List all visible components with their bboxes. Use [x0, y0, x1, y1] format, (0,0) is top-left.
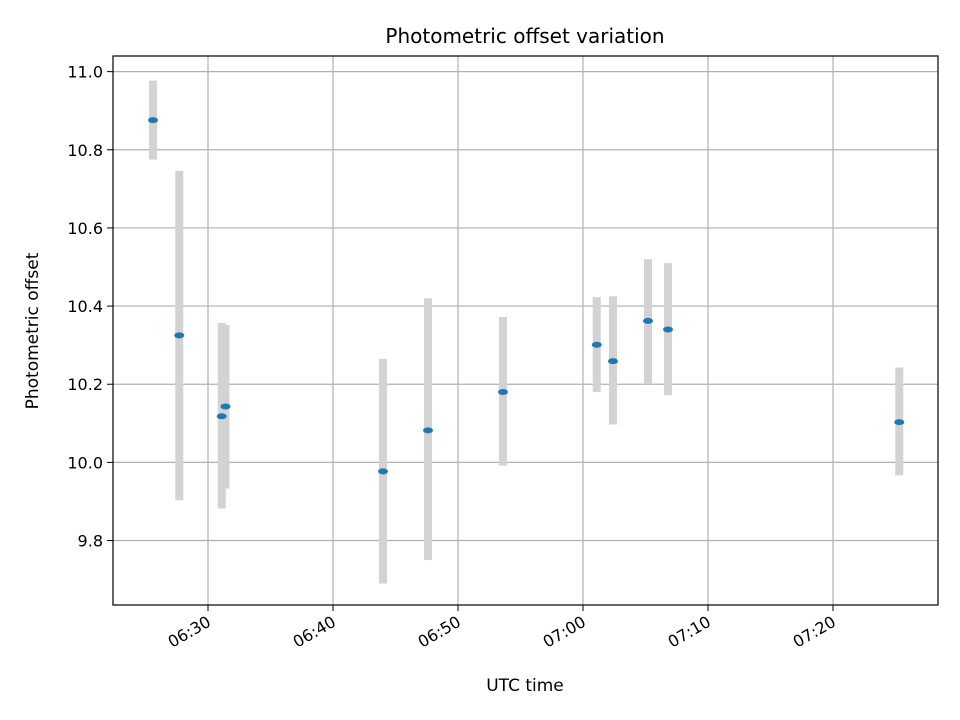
- y-tick-label: 11.0: [67, 63, 103, 82]
- y-tick-label: 10.0: [67, 453, 103, 472]
- plot-frame: [112, 55, 939, 606]
- data-markers: [148, 117, 905, 475]
- y-tick-label: 9.8: [78, 532, 103, 551]
- chart-title: Photometric offset variation: [385, 24, 664, 48]
- data-point: [894, 419, 905, 426]
- y-tick-label: 10.2: [67, 375, 103, 394]
- data-point: [378, 468, 388, 475]
- data-point: [148, 117, 158, 124]
- data-point: [498, 389, 508, 396]
- grid: [113, 56, 938, 605]
- y-tick-label: 10.6: [67, 219, 103, 238]
- y-axis-ticks: 9.8 10.0 10.2 10.4 10.6 10.8 11.0: [67, 63, 113, 551]
- y-tick-label: 10.4: [67, 297, 103, 316]
- data-point: [663, 326, 673, 333]
- data-point: [174, 332, 185, 339]
- data-point: [423, 427, 433, 434]
- y-axis-label: Photometric offset: [23, 252, 43, 409]
- y-tick-label: 10.8: [67, 141, 103, 160]
- data-point: [216, 413, 227, 420]
- data-point: [591, 341, 602, 348]
- x-axis-label: UTC time: [486, 676, 564, 696]
- data-point: [643, 317, 653, 324]
- data-point: [220, 403, 231, 410]
- data-point: [608, 358, 618, 365]
